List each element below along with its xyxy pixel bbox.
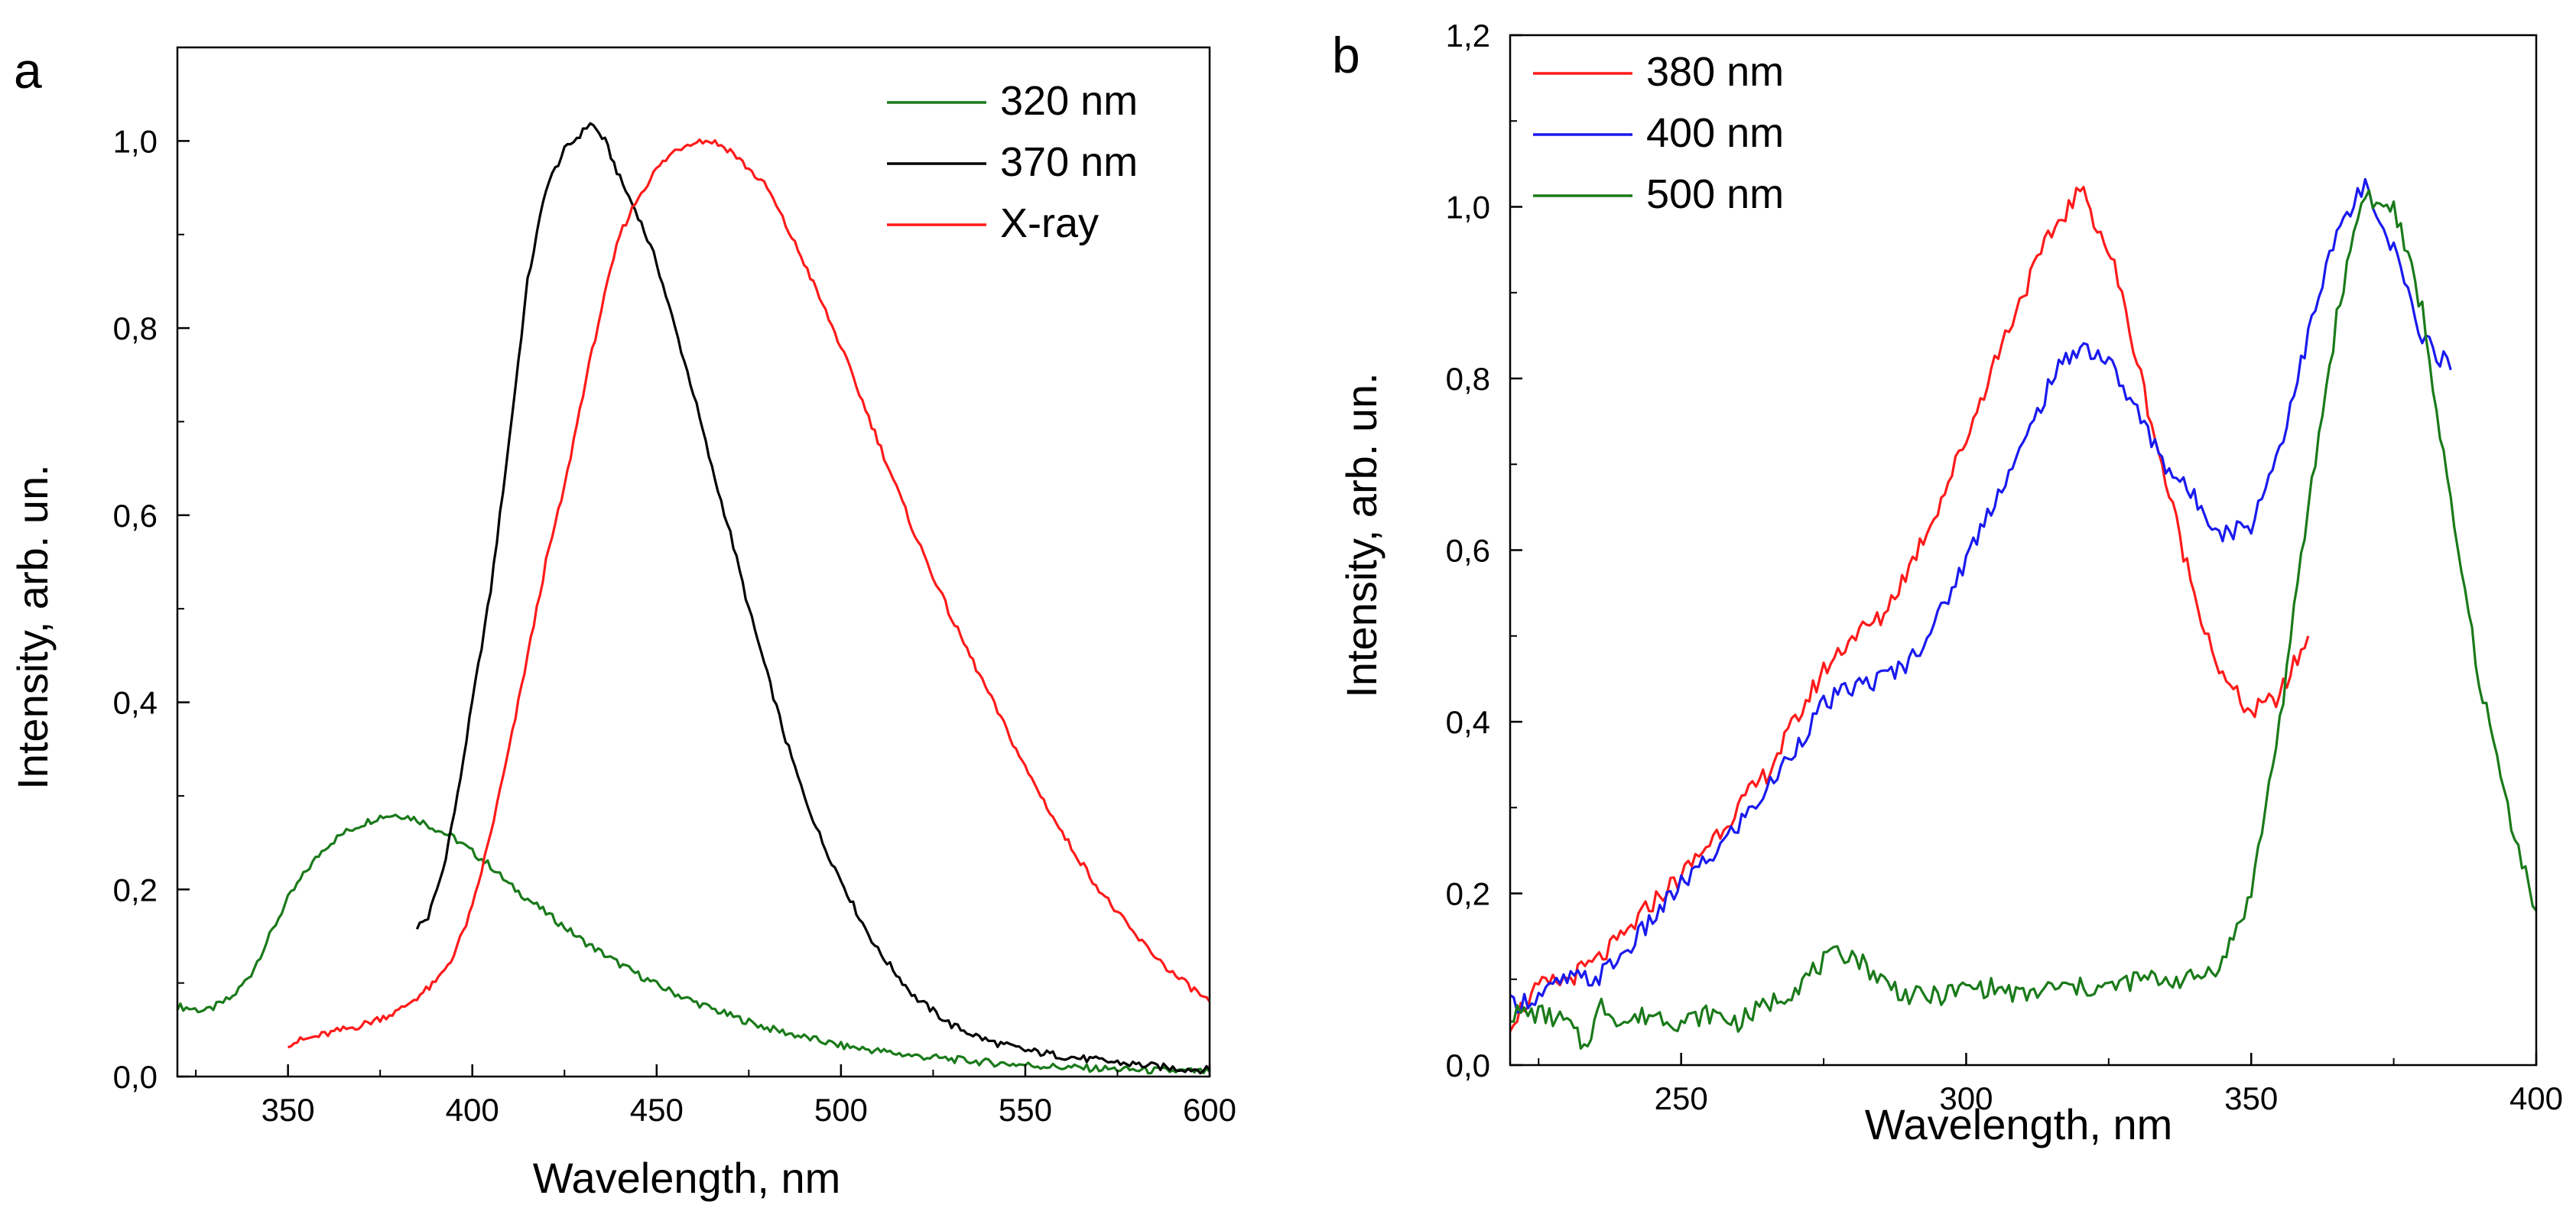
- panel-a: a 350 400 450 500 550 600 0,0 0,2 0,4 0,6 0,8 1,0 3…: [8, 42, 1236, 1202]
- x-tick-label: 450: [630, 1092, 684, 1128]
- legend-entry: 370 nm: [887, 139, 1138, 185]
- y-tick-label: 0,6: [1446, 533, 1490, 569]
- panel-label: a: [14, 42, 42, 99]
- y-axis-title: Intensity, arb. un.: [1337, 372, 1385, 697]
- y-tick-label: 1,2: [1446, 18, 1490, 54]
- legend-entry: 500 nm: [1533, 171, 1784, 217]
- legend-label: 500 nm: [1646, 171, 1784, 217]
- series-line-x-ray: [287, 138, 1210, 1049]
- series-line-370-nm: [415, 122, 1210, 1075]
- legend-label: 400 nm: [1646, 110, 1784, 156]
- y-tick-label: 1,0: [1446, 190, 1490, 226]
- x-tick-label: 400: [2509, 1080, 2563, 1116]
- series-line-500-nm: [1510, 189, 2536, 1050]
- x-tick-label: 350: [2224, 1080, 2278, 1116]
- y-tick-label: 0,4: [1446, 704, 1490, 740]
- y-tick-label: 0,4: [113, 685, 158, 721]
- series-line-320-nm: [177, 814, 1210, 1075]
- y-tick-label: 1,0: [113, 123, 158, 159]
- series-line-380-nm: [1510, 186, 2310, 1032]
- plot-frame: [176, 46, 1211, 1078]
- x-tick-label: 600: [1183, 1092, 1236, 1128]
- y-axis-title: Intensity, arb. un.: [8, 464, 57, 789]
- x-tick-label: 300: [1939, 1080, 1993, 1116]
- legend-label: 370 nm: [1000, 139, 1138, 185]
- y-tick-label: 0,2: [113, 872, 158, 908]
- y-tick-label: 0,8: [113, 310, 158, 346]
- y-tick-label: 0,0: [113, 1059, 158, 1095]
- panel-b: b 250 300 350 400 0,0 0,2 0,4 0,6 0,8 1,0 1,2 380 …: [1332, 18, 2563, 1148]
- x-tick-label: 350: [261, 1092, 315, 1128]
- x-tick-label: 250: [1655, 1080, 1708, 1116]
- x-tick-label: 550: [999, 1092, 1052, 1128]
- panel-label: b: [1332, 27, 1360, 83]
- x-axis-title: Wavelength, nm: [533, 1154, 841, 1202]
- x-tick-label: 400: [446, 1092, 499, 1128]
- legend-entry: 320 nm: [887, 78, 1138, 124]
- legend-entry: X-ray: [887, 200, 1099, 246]
- x-axis-title: Wavelength, nm: [1865, 1100, 2173, 1148]
- legend-entry: 380 nm: [1533, 49, 1784, 95]
- legend-label: 320 nm: [1000, 78, 1138, 124]
- x-tick-label: 500: [814, 1092, 868, 1128]
- y-tick-label: 0,6: [113, 498, 158, 534]
- y-tick-label: 0,8: [1446, 361, 1490, 397]
- y-tick-label: 0,0: [1446, 1047, 1490, 1083]
- legend-entry: 400 nm: [1533, 110, 1784, 156]
- y-tick-label: 0,2: [1446, 876, 1490, 912]
- legend-label: 380 nm: [1646, 49, 1784, 95]
- series-line-400-nm: [1510, 177, 2452, 1014]
- legend-label: X-ray: [1000, 200, 1099, 246]
